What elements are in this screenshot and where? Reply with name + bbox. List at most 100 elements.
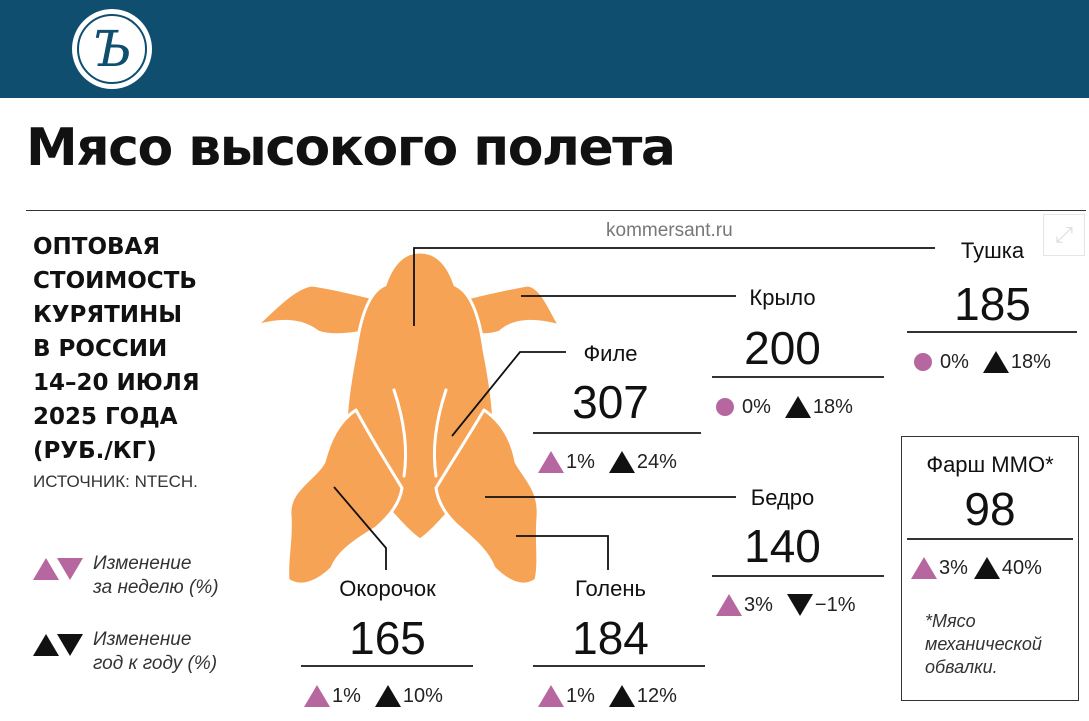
weekly-change: 1% xyxy=(538,685,595,708)
legend-yearly-line: год к году (%) xyxy=(93,653,218,674)
cut-price-golen: 184 xyxy=(572,612,649,664)
cut-name-tushka: Тушка xyxy=(960,238,1025,263)
leader-file xyxy=(451,351,566,437)
weekly-up-icon xyxy=(716,594,742,616)
yearly-change: −1% xyxy=(786,593,856,617)
legend-weekly-line: Изменение xyxy=(93,553,192,574)
weekly-up-icon xyxy=(304,685,330,707)
leader-okorochok xyxy=(333,486,387,570)
yearly-down-icon xyxy=(786,594,813,616)
footnote-line: обвалки. xyxy=(925,657,998,677)
yearly-up-icon xyxy=(973,557,1000,579)
source-note: ИСТОЧНИК: NTECH. xyxy=(33,472,198,491)
changes-farsh: 3% 40% xyxy=(911,554,1042,582)
cut-name-okorochok: Окорочок xyxy=(339,576,436,601)
subtitle-line: 14–20 ИЮЛЯ xyxy=(33,370,200,396)
yearly-change-value: −1% xyxy=(814,593,856,616)
divider-okorochok xyxy=(301,665,473,667)
changes-golen: 1% 12% xyxy=(538,682,691,710)
kommersant-logo[interactable]: Ъ xyxy=(72,9,152,89)
yearly-change-value: 12% xyxy=(636,684,677,707)
divider-file xyxy=(533,432,701,434)
cut-price-okorochok: 165 xyxy=(349,612,426,664)
weekly-change: 0% xyxy=(716,396,771,419)
yearly-change-value: 10% xyxy=(402,684,443,707)
leader-tushka xyxy=(413,247,935,326)
weekly-change-value: 1% xyxy=(332,684,361,707)
legend-weekly-line: за неделю (%) xyxy=(93,577,219,598)
subtitle-line: СТОИМОСТЬ xyxy=(33,268,197,294)
yearly-change: 24% xyxy=(608,451,677,474)
yearly-up-icon xyxy=(608,685,635,707)
weekly-change-icon xyxy=(33,558,83,580)
subtitle-line: ОПТОВАЯ xyxy=(33,234,161,260)
weekly-change: 3% xyxy=(911,557,968,580)
divider-krylo xyxy=(712,376,884,378)
weekly-change: 1% xyxy=(538,451,595,474)
leader-golen xyxy=(516,535,609,570)
footnote-line: механической xyxy=(925,634,1042,654)
yearly-change-value: 18% xyxy=(1010,350,1051,373)
yearly-change: 40% xyxy=(973,556,1042,580)
subtitle-line: 2025 ГОДА xyxy=(33,404,178,430)
legend-yearly-text: Изменение год к году (%) xyxy=(93,628,217,676)
subtitle-line: В РОССИИ xyxy=(33,336,168,362)
weekly-up-icon xyxy=(538,451,564,473)
weekly-change-value: 3% xyxy=(939,556,968,579)
subtitle-line: КУРЯТИНЫ xyxy=(33,302,183,328)
left-leg-shape xyxy=(286,408,404,586)
cut-price-tushka: 185 xyxy=(954,278,1031,330)
legend-yearly-line: Изменение xyxy=(93,629,192,650)
divider-golen xyxy=(533,665,705,667)
weekly-change-value: 0% xyxy=(742,395,771,418)
yearly-change-value: 18% xyxy=(812,395,853,418)
yearly-change: 10% xyxy=(374,684,443,708)
page-title: Мясо высокого полета xyxy=(26,118,676,178)
cut-name-golen: Голень xyxy=(575,576,646,601)
changes-bedro: 3% −1% xyxy=(716,591,870,619)
weekly-change: 3% xyxy=(716,594,773,617)
cut-name-file: Филе xyxy=(583,341,638,366)
expand-icon[interactable]: ⤢ xyxy=(1043,214,1085,256)
legend-weekly-text: Изменение за неделю (%) xyxy=(93,552,219,600)
logo-letter: Ъ xyxy=(77,14,147,84)
yearly-up-icon xyxy=(608,451,635,473)
divider-bedro xyxy=(712,575,884,577)
subtitle: ОПТОВАЯ СТОИМОСТЬ КУРЯТИНЫ В РОССИИ 14–2… xyxy=(33,230,273,468)
cut-price-bedro: 140 xyxy=(744,520,821,572)
changes-krylo: 0% 18% xyxy=(716,393,867,421)
divider-farsh xyxy=(907,538,1073,540)
yearly-change-icon xyxy=(33,634,83,656)
footnote: *Мясо механической обвалки. xyxy=(925,610,1042,679)
watermark: kommersant.ru xyxy=(606,220,733,241)
cut-price-file: 307 xyxy=(572,376,649,428)
yearly-change: 12% xyxy=(608,684,677,708)
farsh-box xyxy=(901,436,1079,701)
weekly-change-value: 1% xyxy=(566,450,595,473)
changes-okorochok: 1% 10% xyxy=(304,682,457,710)
cut-price-krylo: 200 xyxy=(744,322,821,374)
yearly-change: 18% xyxy=(982,350,1051,374)
no-change-dot-icon xyxy=(716,398,734,416)
no-change-dot-icon xyxy=(914,353,932,371)
yearly-up-icon xyxy=(784,396,811,418)
changes-file: 1% 24% xyxy=(538,448,691,476)
cut-price-farsh: 98 xyxy=(964,483,1016,535)
weekly-change-value: 3% xyxy=(744,593,773,616)
changes-tushka: 0% 18% xyxy=(914,348,1065,376)
weekly-change: 1% xyxy=(304,685,361,708)
weekly-up-icon xyxy=(538,685,564,707)
yearly-change: 18% xyxy=(784,395,853,419)
yearly-change-value: 40% xyxy=(1001,556,1042,579)
weekly-change-value: 0% xyxy=(940,350,969,373)
yearly-up-icon xyxy=(374,685,401,707)
subtitle-line: (РУБ./КГ) xyxy=(33,438,157,464)
weekly-change-value: 1% xyxy=(566,684,595,707)
title-divider xyxy=(26,210,1086,211)
left-wing-shape xyxy=(254,283,384,337)
cut-name-krylo: Крыло xyxy=(749,285,816,310)
divider-tushka xyxy=(907,331,1077,333)
footnote-line: *Мясо xyxy=(925,611,976,631)
cut-name-farsh: Фарш ММО* xyxy=(926,452,1054,477)
